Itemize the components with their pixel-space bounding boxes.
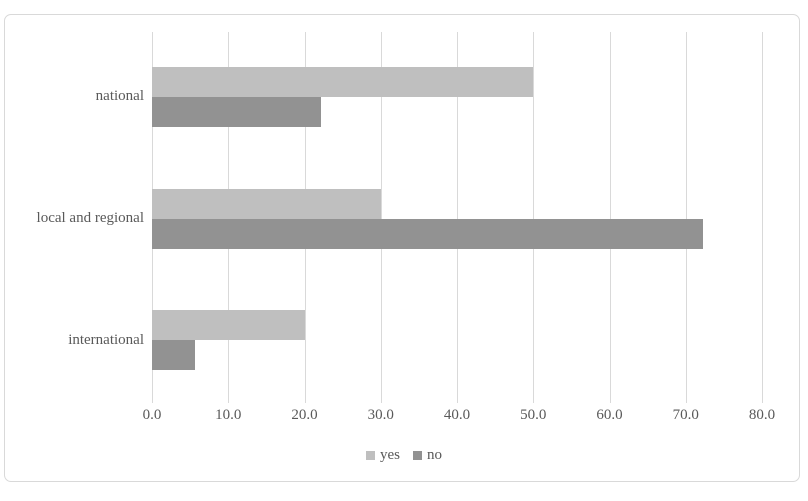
legend-label: no: [427, 446, 442, 463]
axis-tick-mark: [304, 397, 306, 403]
x-tick-label: 80.0: [748, 407, 776, 423]
plot-area: [152, 32, 763, 403]
x-tick-label: 60.0: [596, 407, 623, 423]
x-tick-label: 70.0: [672, 407, 699, 423]
gridline: [380, 32, 382, 397]
gridline: [609, 32, 611, 397]
category-label-national: national: [95, 88, 144, 105]
gridline: [457, 32, 458, 397]
x-tick-label: 20.0: [291, 407, 318, 423]
axis-tick-mark: [457, 397, 458, 403]
legend-label: yes: [380, 446, 400, 463]
x-tick-label: 30.0: [367, 407, 394, 423]
bar-no-international: [152, 340, 195, 371]
legend-swatch-icon: [413, 450, 422, 460]
axis-tick-mark: [380, 397, 382, 403]
bar-yes-international: [152, 310, 305, 341]
legend-swatch-icon: [366, 450, 375, 460]
axis-tick-mark: [685, 397, 687, 403]
x-tick-label: 0.0: [142, 407, 162, 423]
x-tick-label: 10.0: [215, 407, 242, 423]
legend-item-no: no: [413, 447, 442, 464]
gridline: [533, 32, 535, 397]
bar-no-national: [152, 96, 322, 127]
bar-yes-national: [152, 66, 534, 97]
axis-tick-mark: [152, 397, 153, 403]
legend: yes no: [0, 446, 808, 464]
axis-tick-mark: [762, 397, 763, 403]
bar-no-local-and-regional: [152, 218, 703, 249]
x-tick-label: 40.0: [443, 407, 471, 423]
axis-tick-mark: [609, 397, 611, 403]
legend-item-yes: yes: [366, 447, 400, 464]
gridline: [685, 32, 687, 397]
axis-tick-mark: [533, 397, 535, 403]
category-label-international: international: [68, 331, 144, 348]
bar-yes-local-and-regional: [152, 188, 381, 219]
gridline: [762, 32, 763, 397]
category-label-local-and-regional: local and regional: [36, 210, 144, 226]
x-tick-label: 50.0: [520, 407, 547, 423]
axis-tick-mark: [228, 397, 230, 403]
